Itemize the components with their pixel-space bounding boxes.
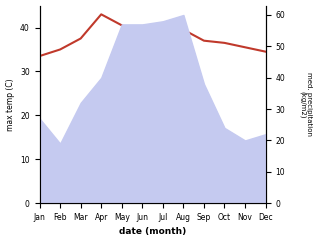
- Y-axis label: max temp (C): max temp (C): [5, 78, 15, 131]
- X-axis label: date (month): date (month): [119, 227, 186, 236]
- Y-axis label: med. precipitation
(kg/m2): med. precipitation (kg/m2): [299, 72, 313, 136]
